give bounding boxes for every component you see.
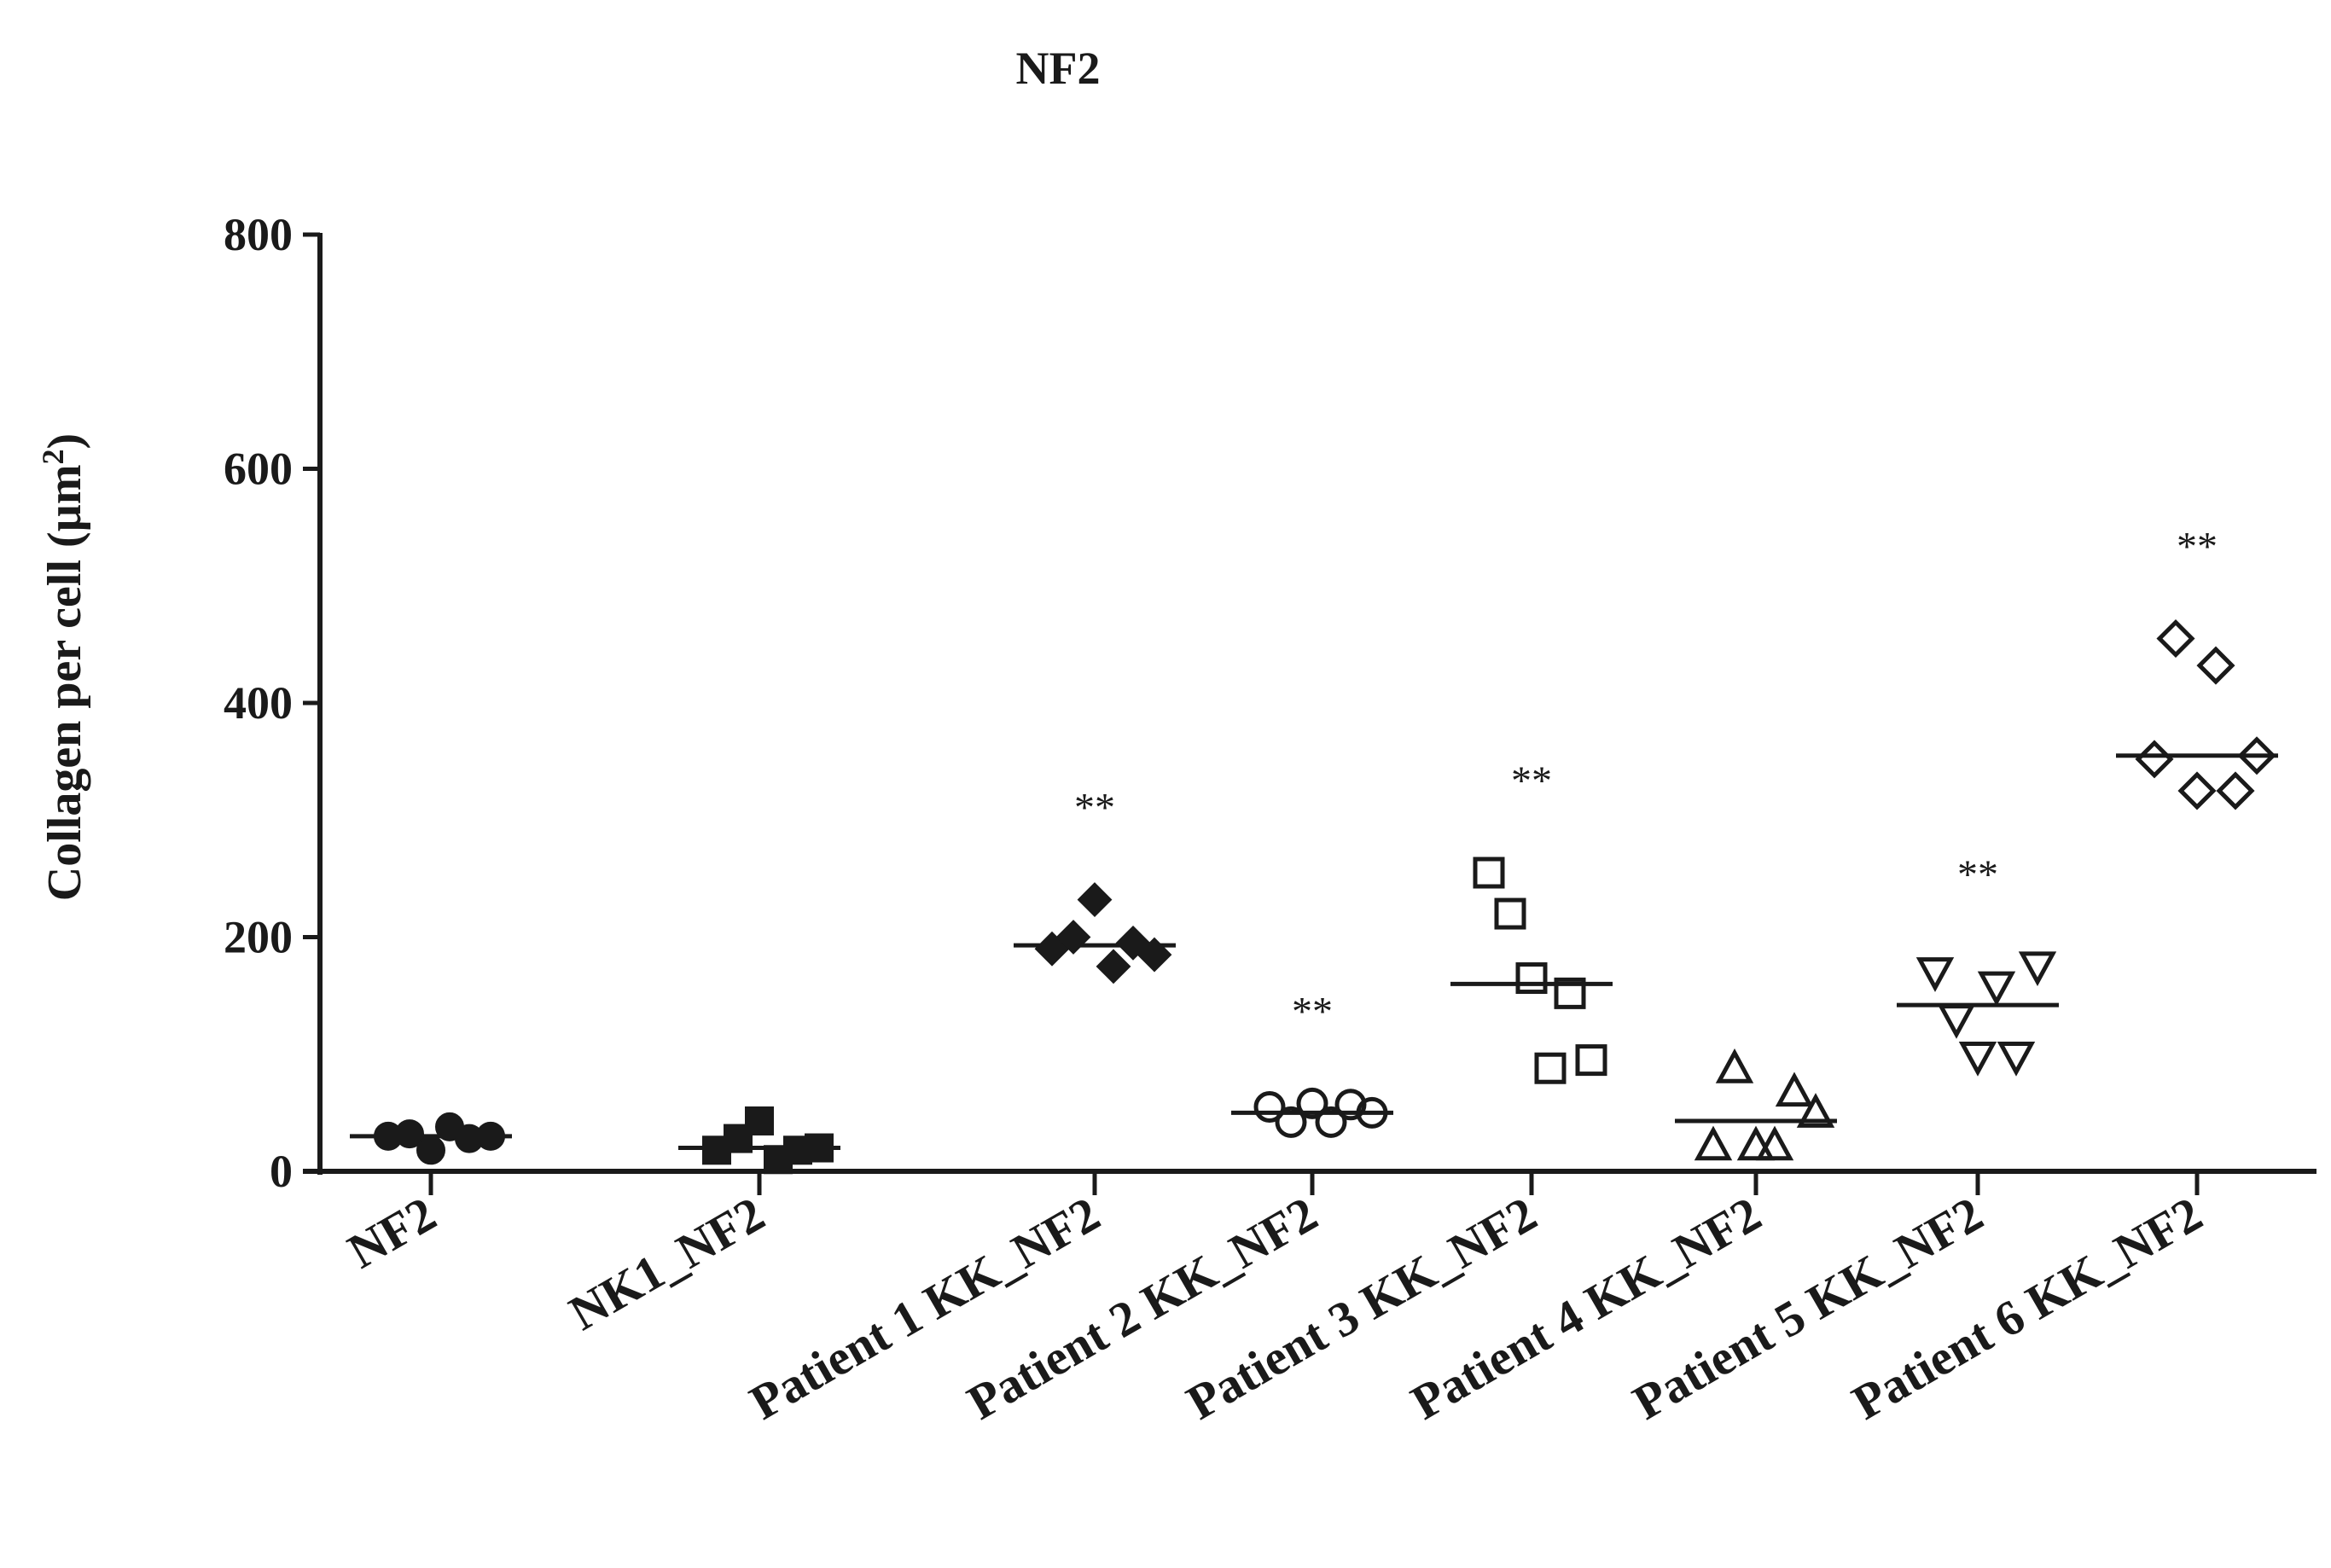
group-6 bbox=[1675, 1048, 1837, 1161]
y-axis-label: Collagen per cell (µm2) bbox=[36, 433, 91, 901]
data-point bbox=[1694, 1125, 1733, 1161]
group-8: ** bbox=[2116, 525, 2278, 810]
y-tick-label: 200 bbox=[224, 912, 293, 963]
x-tick-label: NK1_NF2 bbox=[560, 1186, 773, 1341]
data-point bbox=[1775, 1071, 1814, 1107]
data-point bbox=[805, 1133, 834, 1163]
x-tick-label: NF2 bbox=[339, 1186, 445, 1279]
x-tick-label: Patient 1 KK_NF2 bbox=[741, 1186, 1108, 1431]
y-tick-label: 400 bbox=[224, 677, 293, 729]
data-point bbox=[1915, 957, 1955, 992]
significance-label: ** bbox=[1292, 989, 1333, 1034]
data-point bbox=[395, 1119, 424, 1149]
group-7: ** bbox=[1897, 852, 2059, 1077]
data-point bbox=[2196, 646, 2235, 685]
data-point bbox=[1997, 1041, 2036, 1077]
data-point bbox=[2237, 736, 2276, 775]
data-point bbox=[1534, 1052, 1567, 1084]
significance-label: ** bbox=[1511, 758, 1552, 804]
data-point bbox=[1315, 1106, 1347, 1138]
data-point bbox=[1253, 1091, 1286, 1124]
data-point bbox=[1296, 1087, 1328, 1119]
group-5: ** bbox=[1450, 758, 1613, 1084]
group-2 bbox=[678, 1106, 840, 1175]
data-point bbox=[1515, 962, 1548, 995]
data-point bbox=[1356, 1096, 1388, 1129]
x-tick-label: Patient 6 KK_NF2 bbox=[1843, 1186, 2211, 1431]
data-point bbox=[1958, 1041, 1997, 1077]
data-marks: ** ** ** ** ** bbox=[350, 525, 2278, 1175]
data-point bbox=[2216, 771, 2255, 810]
y-axis-label-main: Collagen per cell (µm bbox=[38, 464, 91, 901]
svg-text:Collagen per cell (µm2): Collagen per cell (µm2) bbox=[36, 433, 91, 901]
data-point bbox=[1055, 920, 1091, 955]
x-tick-label: Patient 2 KK_NF2 bbox=[958, 1186, 1326, 1431]
data-point bbox=[1977, 971, 2016, 1007]
data-point bbox=[1473, 857, 1505, 889]
significance-label: ** bbox=[1074, 786, 1115, 831]
data-point bbox=[476, 1121, 505, 1151]
y-tick-label: 800 bbox=[224, 209, 293, 260]
y-ticks: 0 200 400 600 800 bbox=[224, 209, 320, 1197]
chart-title: NF2 bbox=[1016, 43, 1101, 94]
data-point bbox=[1494, 897, 1526, 930]
significance-label: ** bbox=[2177, 525, 2218, 570]
data-point bbox=[2135, 740, 2174, 779]
data-point bbox=[1554, 977, 1586, 1009]
data-point bbox=[1096, 949, 1131, 984]
data-point bbox=[1736, 1125, 1776, 1161]
data-point bbox=[1077, 882, 1113, 917]
y-axis-label-sup: 2 bbox=[36, 449, 70, 464]
data-point bbox=[2177, 771, 2217, 810]
data-point bbox=[2018, 951, 2057, 987]
significance-label: ** bbox=[1957, 852, 1998, 897]
data-point bbox=[1136, 937, 1172, 973]
data-point bbox=[1937, 1004, 1976, 1039]
data-point bbox=[1796, 1093, 1835, 1128]
data-point bbox=[2156, 618, 2195, 659]
y-axis-label-close: ) bbox=[38, 433, 91, 450]
data-point bbox=[1715, 1048, 1754, 1083]
y-tick-label: 600 bbox=[224, 444, 293, 495]
data-point bbox=[1755, 1125, 1794, 1161]
data-point bbox=[745, 1106, 774, 1135]
data-point bbox=[1275, 1106, 1307, 1138]
group-1 bbox=[350, 1112, 512, 1165]
group-3: ** bbox=[1014, 786, 1176, 984]
data-point bbox=[1575, 1044, 1607, 1077]
y-tick-label: 0 bbox=[270, 1146, 293, 1197]
data-point bbox=[416, 1135, 445, 1165]
group-4: ** bbox=[1231, 989, 1393, 1138]
data-point bbox=[1334, 1089, 1367, 1121]
